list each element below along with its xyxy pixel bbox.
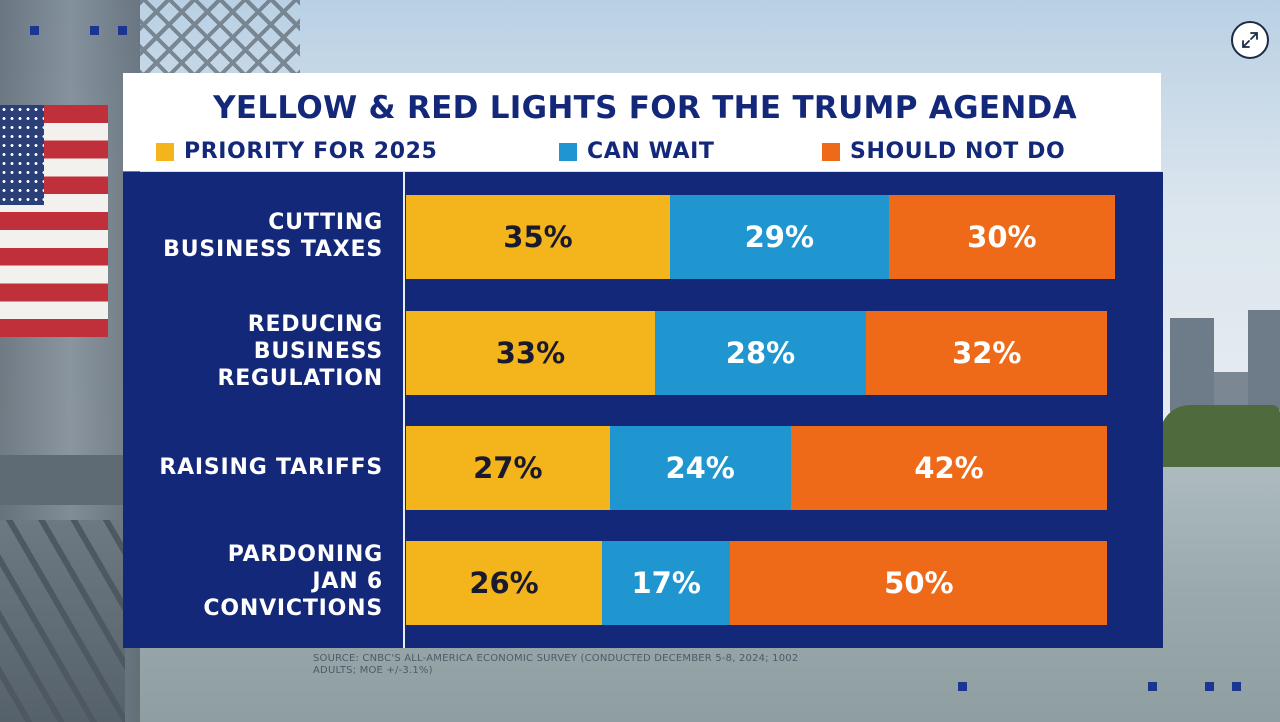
- bar-should-not-do-1: [866, 311, 1108, 395]
- chart-title: YELLOW & RED LIGHTS FOR THE TRUMP AGENDA: [213, 90, 1077, 126]
- source-note: SOURCE: CNBC'S ALL-AMERICA ECONOMIC SURV…: [313, 653, 799, 676]
- category-label-jan-6: PARDONING JAN 6 CONVICTIONS: [203, 542, 383, 621]
- decor-square: [958, 682, 967, 691]
- legend-label-should-not-do: SHOULD NOT DO: [850, 139, 1066, 164]
- background-trees: [1160, 405, 1280, 467]
- american-flag-canton: [0, 105, 44, 205]
- decor-square: [90, 26, 99, 35]
- legend-item-priority: PRIORITY FOR 2025: [156, 139, 437, 164]
- bar-priority-2: [406, 426, 610, 510]
- legend-label-can-wait: CAN WAIT: [587, 139, 715, 164]
- decor-square: [1148, 682, 1157, 691]
- bar-priority-3: [406, 541, 603, 625]
- bar-should-not-do-0: [888, 195, 1115, 279]
- bar-can-wait-1: [654, 311, 867, 395]
- decor-square: [1232, 682, 1241, 691]
- background-building: [1170, 318, 1214, 412]
- expand-button[interactable]: [1231, 21, 1269, 59]
- legend-swatch-should-not-do: [822, 142, 840, 161]
- chart-header-panel: [123, 73, 1161, 171]
- bridge-deck: [0, 455, 125, 505]
- decor-square: [1205, 682, 1214, 691]
- expand-arrows-icon: [1242, 32, 1258, 48]
- bridge-lower-structure: [0, 520, 125, 722]
- category-label-business-taxes: CUTTING BUSINESS TAXES: [163, 210, 383, 262]
- bar-should-not-do-3: [730, 541, 1108, 625]
- decor-square: [118, 26, 127, 35]
- bar-can-wait-2: [609, 426, 791, 510]
- bar-can-wait-3: [602, 541, 731, 625]
- chart-divider: [403, 172, 405, 648]
- bar-should-not-do-2: [790, 426, 1108, 510]
- decor-square: [30, 26, 39, 35]
- legend-swatch-priority: [156, 142, 174, 161]
- bar-priority-0: [406, 195, 670, 279]
- bar-priority-1: [406, 311, 655, 395]
- background-building: [1248, 310, 1280, 410]
- legend-swatch-can-wait: [559, 142, 577, 161]
- legend-item-can-wait: CAN WAIT: [559, 139, 715, 164]
- category-label-business-regulation: REDUCING BUSINESS REGULATION: [217, 312, 383, 391]
- legend-item-should-not-do: SHOULD NOT DO: [822, 139, 1065, 164]
- category-label-tariffs: RAISING TARIFFS: [159, 455, 383, 480]
- bar-can-wait-0: [669, 195, 889, 279]
- legend-label-priority: PRIORITY FOR 2025: [184, 139, 438, 164]
